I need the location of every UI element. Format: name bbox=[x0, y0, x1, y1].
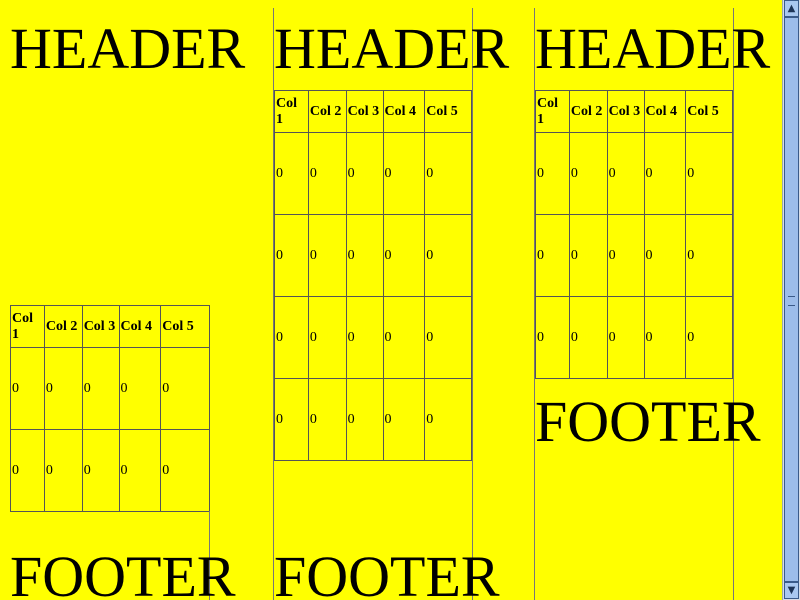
table-cell: 0 bbox=[382, 132, 426, 215]
data-table: Col 1 Col 2 Col 3 Col 4 Col 5 0 0 0 0 0 … bbox=[535, 90, 733, 379]
arrow-up-icon[interactable]: ▲ bbox=[784, 0, 799, 17]
vertical-scrollbar[interactable]: ▲ ▼ bbox=[782, 0, 800, 600]
column-header-cell: Col 1 bbox=[10, 305, 45, 348]
column-footer: FOOTER bbox=[535, 389, 761, 454]
table-cell: 0 bbox=[606, 214, 645, 297]
table-cell: 0 bbox=[606, 132, 645, 215]
table-cell: 0 bbox=[345, 296, 384, 379]
column-header: HEADER bbox=[274, 16, 510, 81]
column-header-cell: Col 2 bbox=[568, 90, 608, 133]
column-header-cell: Col 2 bbox=[307, 90, 347, 133]
table-cell: 0 bbox=[81, 347, 120, 430]
table-cell: 0 bbox=[424, 132, 472, 215]
table-cell: 0 bbox=[274, 132, 309, 215]
table-cell: 0 bbox=[345, 132, 384, 215]
data-table: Col 1 Col 2 Col 3 Col 4 Col 5 0 0 0 0 0 … bbox=[274, 90, 472, 461]
column-footer: FOOTER bbox=[274, 544, 500, 600]
table-cell: 0 bbox=[43, 347, 83, 430]
table-cell: 0 bbox=[307, 214, 347, 297]
table-cell: 0 bbox=[535, 132, 570, 215]
column-header: HEADER bbox=[535, 16, 771, 81]
table-cell: 0 bbox=[307, 378, 347, 461]
column-divider bbox=[209, 511, 210, 600]
table-cell: 0 bbox=[307, 296, 347, 379]
table-cell: 0 bbox=[382, 296, 426, 379]
table-cell: 0 bbox=[568, 296, 608, 379]
column-header-cell: Col 1 bbox=[274, 90, 309, 133]
table-row: 0 0 0 0 0 bbox=[274, 132, 472, 215]
table-cell: 0 bbox=[535, 296, 570, 379]
table-cell: 0 bbox=[535, 214, 570, 297]
table-cell: 0 bbox=[81, 429, 120, 512]
table-cell: 0 bbox=[345, 214, 384, 297]
column-header-cell: Col 4 bbox=[118, 305, 162, 348]
table-cell: 0 bbox=[160, 347, 210, 430]
column-1: HEADER Col 1 Col 2 Col 3 Col 4 Col 5 0 0… bbox=[10, 8, 272, 600]
table-cell: 0 bbox=[274, 378, 309, 461]
column-header-cell: Col 3 bbox=[345, 90, 384, 133]
table-row: 0 0 0 0 0 bbox=[274, 214, 472, 297]
table-cell: 0 bbox=[568, 132, 608, 215]
table-header-row: Col 1 Col 2 Col 3 Col 4 Col 5 bbox=[535, 90, 733, 133]
table-cell: 0 bbox=[382, 214, 426, 297]
column-footer: FOOTER bbox=[10, 544, 236, 600]
table-cell: 0 bbox=[307, 132, 347, 215]
table-cell: 0 bbox=[685, 132, 733, 215]
page-viewport: HEADER Col 1 Col 2 Col 3 Col 4 Col 5 0 0… bbox=[0, 0, 782, 600]
scrollbar-thumb[interactable] bbox=[784, 17, 799, 582]
table-cell: 0 bbox=[568, 214, 608, 297]
table-header-row: Col 1 Col 2 Col 3 Col 4 Col 5 bbox=[10, 305, 210, 348]
column-header-cell: Col 3 bbox=[81, 305, 120, 348]
table-cell: 0 bbox=[274, 214, 309, 297]
table-cell: 0 bbox=[643, 132, 687, 215]
table-row: 0 0 0 0 0 bbox=[274, 296, 472, 379]
column-header-cell: Col 5 bbox=[685, 90, 733, 133]
table-cell: 0 bbox=[685, 214, 733, 297]
grip-icon bbox=[788, 296, 795, 306]
table-cell: 0 bbox=[10, 347, 45, 430]
table-row: 0 0 0 0 0 bbox=[10, 347, 210, 430]
table-row: 0 0 0 0 0 bbox=[10, 429, 210, 512]
table-cell: 0 bbox=[118, 347, 162, 430]
table-cell: 0 bbox=[345, 378, 384, 461]
table-cell: 0 bbox=[10, 429, 45, 512]
arrow-down-icon[interactable]: ▼ bbox=[784, 582, 799, 599]
table-header-row: Col 1 Col 2 Col 3 Col 4 Col 5 bbox=[274, 90, 472, 133]
table-cell: 0 bbox=[643, 214, 687, 297]
column-2: HEADER Col 1 Col 2 Col 3 Col 4 Col 5 0 0… bbox=[273, 8, 509, 600]
column-3: HEADER Col 1 Col 2 Col 3 Col 4 Col 5 0 0… bbox=[534, 8, 770, 600]
table-cell: 0 bbox=[424, 296, 472, 379]
table-cell: 0 bbox=[382, 378, 426, 461]
table-row: 0 0 0 0 0 bbox=[535, 132, 733, 215]
data-table: Col 1 Col 2 Col 3 Col 4 Col 5 0 0 0 0 0 … bbox=[10, 305, 210, 512]
column-header-cell: Col 4 bbox=[382, 90, 426, 133]
table-row: 0 0 0 0 0 bbox=[274, 378, 472, 461]
column-header-cell: Col 2 bbox=[43, 305, 83, 348]
table-cell: 0 bbox=[43, 429, 83, 512]
column-header-cell: Col 4 bbox=[643, 90, 687, 133]
column-header-cell: Col 3 bbox=[606, 90, 645, 133]
table-cell: 0 bbox=[274, 296, 309, 379]
column-header-cell: Col 5 bbox=[424, 90, 472, 133]
table-cell: 0 bbox=[160, 429, 210, 512]
table-cell: 0 bbox=[606, 296, 645, 379]
table-cell: 0 bbox=[424, 214, 472, 297]
table-row: 0 0 0 0 0 bbox=[535, 296, 733, 379]
table-row: 0 0 0 0 0 bbox=[535, 214, 733, 297]
table-cell: 0 bbox=[118, 429, 162, 512]
column-header-cell: Col 5 bbox=[160, 305, 210, 348]
table-cell: 0 bbox=[643, 296, 687, 379]
table-cell: 0 bbox=[685, 296, 733, 379]
column-header-cell: Col 1 bbox=[535, 90, 570, 133]
column-header: HEADER bbox=[10, 16, 246, 81]
table-cell: 0 bbox=[424, 378, 472, 461]
